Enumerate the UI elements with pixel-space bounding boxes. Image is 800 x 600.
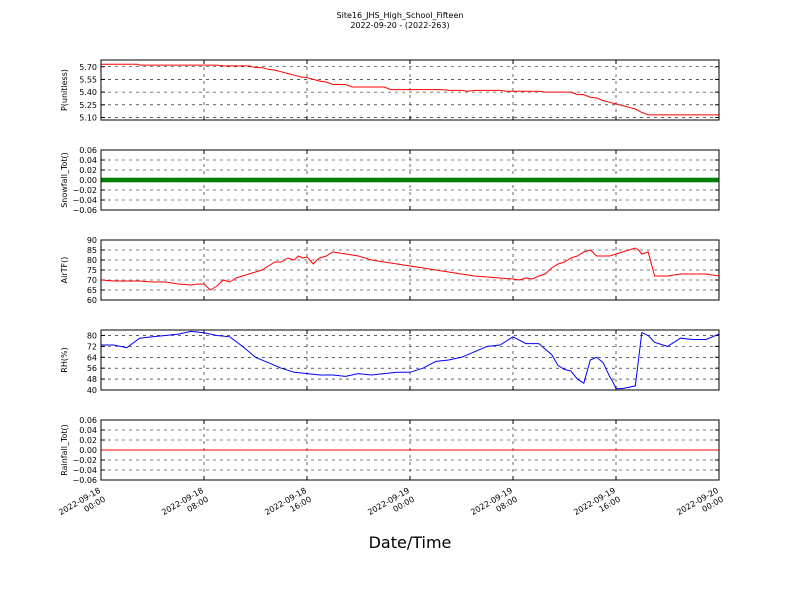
panel-4: 40 48 56 64 72 80 RH(%) xyxy=(60,329,720,395)
y-tick-label: −0.06 xyxy=(72,206,97,215)
x-tick-label: 2022-09-1916:00 xyxy=(572,486,622,526)
y-tick-label: −0.02 xyxy=(72,456,97,465)
series-3 xyxy=(101,247,719,291)
axes-frame xyxy=(100,419,720,481)
data-point xyxy=(716,177,719,183)
axes-frame xyxy=(100,239,720,301)
y-axis-label: RH(%) xyxy=(60,347,69,372)
y-tick-label: 5.70 xyxy=(79,63,97,72)
panel-1: 5.10 5.25 5.40 5.55 5.70 P(unitless) xyxy=(60,59,720,122)
y-tick-label: 5.40 xyxy=(79,88,97,97)
chart-subtitle: 2022-09-20 - (2022-263) xyxy=(350,21,450,30)
y-tick-label: 90 xyxy=(87,236,97,245)
y-tick-label: 5.55 xyxy=(79,75,97,84)
axes-frame xyxy=(100,59,720,121)
y-tick-label: −0.04 xyxy=(72,466,97,475)
panel-2: −0.06−0.04−0.020.000.020.040.06 Snowfall_… xyxy=(60,146,720,215)
y-tick-label: 0.04 xyxy=(79,156,97,165)
x-tick-label: 2022-09-2000:00 xyxy=(675,486,725,526)
y-tick-label: 0.02 xyxy=(79,436,97,445)
x-tick-label: 2022-09-1900:00 xyxy=(366,486,416,526)
y-tick-label: 70 xyxy=(87,276,97,285)
y-tick-label: 0.06 xyxy=(79,416,97,425)
y-axis-label: AirTF() xyxy=(60,257,69,284)
y-tick-label: 5.10 xyxy=(79,113,97,122)
y-tick-label: 0.02 xyxy=(79,166,97,175)
x-tick-label: 2022-09-1816:00 xyxy=(263,486,313,526)
y-tick-label: 48 xyxy=(87,375,97,384)
x-tick-label: 2022-09-1908:00 xyxy=(469,486,519,526)
series-4 xyxy=(101,330,719,390)
x-tick-label: 2022-09-1808:00 xyxy=(160,486,210,526)
series-2 xyxy=(101,177,719,183)
y-tick-label: 5.25 xyxy=(79,101,97,110)
series-line xyxy=(101,247,719,291)
y-tick-label: −0.02 xyxy=(72,186,97,195)
axes-frame xyxy=(100,329,720,391)
y-tick-label: 80 xyxy=(87,331,97,340)
y-tick-label: 40 xyxy=(87,386,97,395)
panel-5: −0.06−0.04−0.020.000.020.040.06 Rainfall_… xyxy=(60,416,720,485)
y-tick-label: 0.06 xyxy=(79,146,97,155)
y-axis-label: P(unitless) xyxy=(60,69,69,111)
x-axis-label: Date/Time xyxy=(368,533,452,552)
y-tick-label: 0.00 xyxy=(79,176,97,185)
y-tick-label: 64 xyxy=(87,353,97,362)
y-axis-label: Rainfall_Tot() xyxy=(60,424,69,476)
chart-title: Site16_JHS_High_School_Fifteen xyxy=(336,11,464,20)
y-tick-label: −0.06 xyxy=(72,476,97,485)
y-tick-label: 65 xyxy=(87,286,97,295)
y-tick-label: 56 xyxy=(87,364,97,373)
series-1 xyxy=(101,63,719,116)
y-tick-label: 85 xyxy=(87,246,97,255)
y-tick-label: 75 xyxy=(87,266,97,275)
y-tick-label: 60 xyxy=(87,296,97,305)
series-line xyxy=(101,330,719,390)
y-tick-label: 80 xyxy=(87,256,97,265)
axes-frame xyxy=(100,149,720,211)
y-axis-label: Snowfall_Tot() xyxy=(60,152,69,208)
y-tick-label: 0.00 xyxy=(79,446,97,455)
series-line xyxy=(101,63,719,116)
y-tick-label: 0.04 xyxy=(79,426,97,435)
y-tick-label: 72 xyxy=(87,342,97,351)
x-tick-label: 2022-09-1800:00 xyxy=(57,486,107,526)
y-tick-label: −0.04 xyxy=(72,196,97,205)
